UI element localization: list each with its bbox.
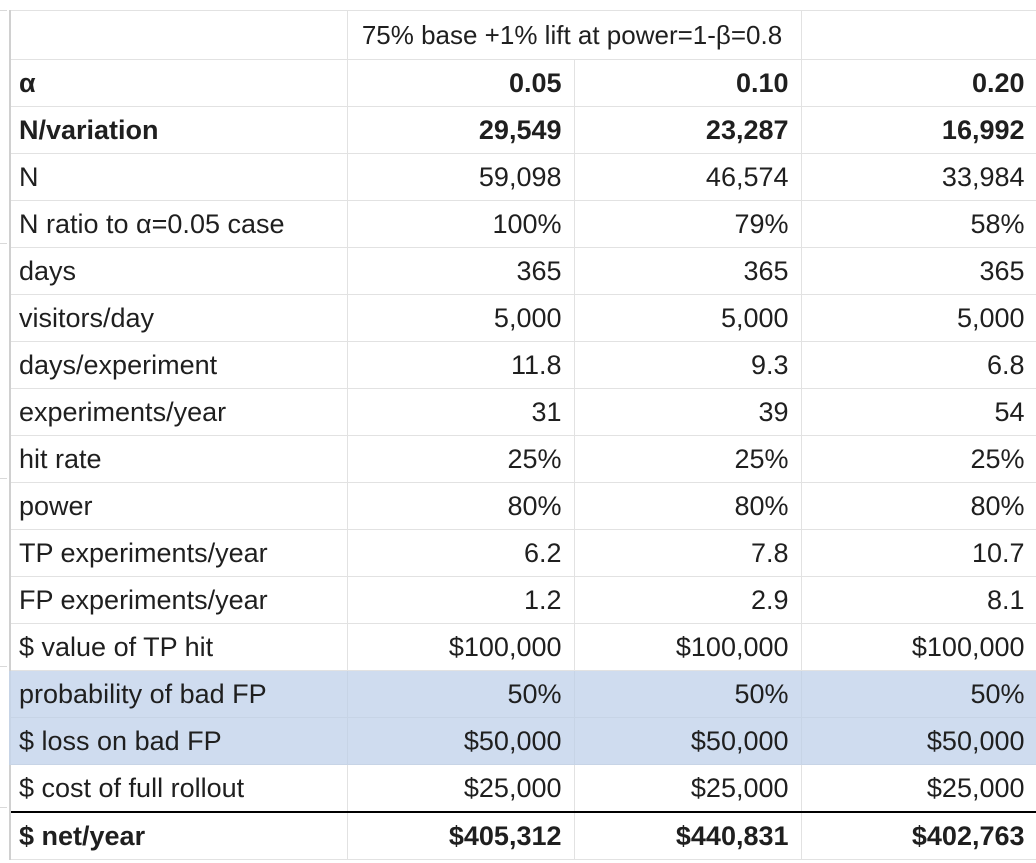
- row-value-cell[interactable]: 16,992: [800, 106, 1036, 154]
- row-label-cell[interactable]: N ratio to α=0.05 case: [9, 200, 348, 248]
- row-label-cell[interactable]: FP experiments/year: [9, 576, 348, 624]
- header-value-cell[interactable]: 0.10: [573, 59, 802, 107]
- row-value-cell[interactable]: 6.2: [346, 529, 575, 577]
- total-row: $ net/year $405,312 $440,831 $402,763: [9, 811, 1036, 860]
- row-value-cell[interactable]: $100,000: [800, 623, 1036, 671]
- gutter-line: [0, 243, 7, 244]
- table-row: probability of bad FP 50% 50% 50%: [9, 670, 1036, 718]
- row-value-cell[interactable]: 10.7: [800, 529, 1036, 577]
- row-value-cell[interactable]: 79%: [573, 200, 802, 248]
- row-value-cell[interactable]: $405,312: [346, 811, 575, 860]
- table-row: power 80% 80% 80%: [9, 482, 1036, 530]
- row-value-cell[interactable]: 6.8: [800, 341, 1036, 389]
- row-value-cell[interactable]: 80%: [346, 482, 575, 530]
- table-row: days 365 365 365: [9, 247, 1036, 295]
- header-value-cell[interactable]: 0.20: [800, 59, 1036, 107]
- row-value-cell[interactable]: $100,000: [573, 623, 802, 671]
- row-value-cell[interactable]: 25%: [573, 435, 802, 483]
- row-label-cell[interactable]: $ net/year: [9, 811, 348, 860]
- row-value-cell[interactable]: 59,098: [346, 153, 575, 201]
- row-value-cell[interactable]: 80%: [800, 482, 1036, 530]
- row-value-cell[interactable]: 58%: [800, 200, 1036, 248]
- row-value-cell[interactable]: 5,000: [800, 294, 1036, 342]
- row-label-cell[interactable]: days: [9, 247, 348, 295]
- row-label-cell[interactable]: N/variation: [9, 106, 348, 154]
- row-value-cell[interactable]: 5,000: [573, 294, 802, 342]
- table-row: $ loss on bad FP $50,000 $50,000 $50,000: [9, 717, 1036, 765]
- row-label-cell[interactable]: visitors/day: [9, 294, 348, 342]
- row-value-cell[interactable]: 365: [573, 247, 802, 295]
- row-label-cell[interactable]: $ loss on bad FP: [9, 717, 348, 765]
- row-value-cell[interactable]: $440,831: [573, 811, 802, 860]
- gutter-line: [0, 666, 7, 667]
- row-value-cell[interactable]: $25,000: [346, 764, 575, 813]
- header-label-cell[interactable]: α: [9, 59, 348, 107]
- row-label-cell[interactable]: experiments/year: [9, 388, 348, 436]
- table-row: N ratio to α=0.05 case 100% 79% 58%: [9, 200, 1036, 248]
- row-value-cell[interactable]: $100,000: [346, 623, 575, 671]
- table-cell[interactable]: [800, 10, 1036, 60]
- header-row: α 0.05 0.10 0.20: [9, 59, 1036, 107]
- row-value-cell[interactable]: $25,000: [573, 764, 802, 813]
- row-label-cell[interactable]: $ value of TP hit: [9, 623, 348, 671]
- row-value-cell[interactable]: 25%: [800, 435, 1036, 483]
- table-row: visitors/day 5,000 5,000 5,000: [9, 294, 1036, 342]
- row-value-cell[interactable]: 8.1: [800, 576, 1036, 624]
- table-title[interactable]: 75% base +1% lift at power=1-β=0.8: [346, 10, 802, 60]
- data-table: 75% base +1% lift at power=1-β=0.8 α 0.0…: [9, 10, 1036, 860]
- row-value-cell[interactable]: 2.9: [573, 576, 802, 624]
- table-row: N 59,098 46,574 33,984: [9, 153, 1036, 201]
- row-label-cell[interactable]: probability of bad FP: [9, 670, 348, 718]
- row-value-cell[interactable]: 5,000: [346, 294, 575, 342]
- row-value-cell[interactable]: 54: [800, 388, 1036, 436]
- row-value-cell[interactable]: 23,287: [573, 106, 802, 154]
- row-value-cell[interactable]: 9.3: [573, 341, 802, 389]
- row-value-cell[interactable]: 50%: [800, 670, 1036, 718]
- row-label-cell[interactable]: TP experiments/year: [9, 529, 348, 577]
- row-value-cell[interactable]: 11.8: [346, 341, 575, 389]
- row-label-cell[interactable]: N: [9, 153, 348, 201]
- table-row: $ value of TP hit $100,000 $100,000 $100,00…: [9, 623, 1036, 671]
- gutter-line: [0, 807, 7, 808]
- row-value-cell[interactable]: 80%: [573, 482, 802, 530]
- gutter-line: [0, 10, 7, 11]
- row-label-cell[interactable]: hit rate: [9, 435, 348, 483]
- table-row: hit rate 25% 25% 25%: [9, 435, 1036, 483]
- table-row: experiments/year 31 39 54: [9, 388, 1036, 436]
- header-value-cell[interactable]: 0.05: [346, 59, 575, 107]
- row-label-cell[interactable]: days/experiment: [9, 341, 348, 389]
- row-value-cell[interactable]: 33,984: [800, 153, 1036, 201]
- row-value-cell[interactable]: $25,000: [800, 764, 1036, 813]
- table-row: N/variation 29,549 23,287 16,992: [9, 106, 1036, 154]
- table-row: FP experiments/year 1.2 2.9 8.1: [9, 576, 1036, 624]
- table-cell[interactable]: [9, 10, 348, 60]
- row-label-cell[interactable]: $ cost of full rollout: [9, 764, 348, 813]
- row-value-cell[interactable]: 29,549: [346, 106, 575, 154]
- row-value-cell[interactable]: $50,000: [800, 717, 1036, 765]
- gutter-line: [0, 478, 7, 479]
- row-value-cell[interactable]: $50,000: [346, 717, 575, 765]
- row-value-cell[interactable]: 50%: [346, 670, 575, 718]
- row-value-cell[interactable]: 25%: [346, 435, 575, 483]
- row-value-cell[interactable]: 39: [573, 388, 802, 436]
- row-value-cell[interactable]: $402,763: [800, 811, 1036, 860]
- table-row: $ cost of full rollout $25,000 $25,000 $25,…: [9, 764, 1036, 813]
- row-value-cell[interactable]: 365: [346, 247, 575, 295]
- row-value-cell[interactable]: 46,574: [573, 153, 802, 201]
- row-value-cell[interactable]: $50,000: [573, 717, 802, 765]
- row-value-cell[interactable]: 365: [800, 247, 1036, 295]
- title-row: 75% base +1% lift at power=1-β=0.8: [9, 10, 1036, 60]
- row-value-cell[interactable]: 100%: [346, 200, 575, 248]
- row-value-cell[interactable]: 1.2: [346, 576, 575, 624]
- table-row: days/experiment 11.8 9.3 6.8: [9, 341, 1036, 389]
- row-value-cell[interactable]: 31: [346, 388, 575, 436]
- row-label-cell[interactable]: power: [9, 482, 348, 530]
- row-value-cell[interactable]: 50%: [573, 670, 802, 718]
- table-row: TP experiments/year 6.2 7.8 10.7: [9, 529, 1036, 577]
- row-value-cell[interactable]: 7.8: [573, 529, 802, 577]
